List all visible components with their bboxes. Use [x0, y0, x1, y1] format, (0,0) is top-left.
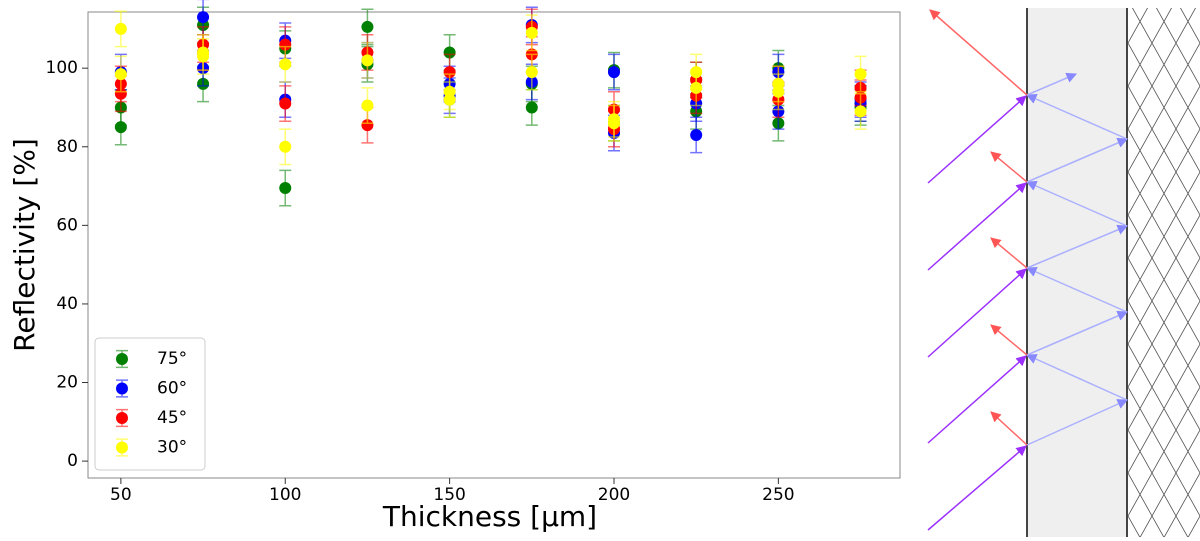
x-tick-label: 200: [598, 485, 630, 505]
y-tick-label: 20: [56, 373, 78, 393]
data-point: [690, 128, 703, 141]
x-axis-label: Thickness [µm]: [382, 500, 597, 533]
legend-label: 45°: [157, 408, 187, 428]
data-point: [361, 54, 374, 67]
data-point: [772, 85, 785, 98]
x-tick-label: 50: [110, 485, 132, 505]
series: [114, 8, 867, 148]
internal-rays: [1026, 72, 1128, 446]
series: [114, 0, 867, 154]
data-point: [443, 66, 456, 79]
y-tick-label: 60: [56, 215, 78, 235]
series: [114, 10, 867, 166]
data-point: [854, 68, 867, 81]
data-point: [279, 140, 292, 153]
data-point: [279, 97, 292, 110]
layer: [1027, 8, 1127, 537]
legend-label: 60°: [157, 379, 187, 399]
data-point: [361, 99, 374, 112]
data-point: [114, 68, 127, 81]
y-tick-label: 0: [67, 451, 78, 471]
data-point: [525, 66, 538, 79]
data-point: [279, 182, 292, 195]
y-tick-label: 100: [46, 58, 78, 78]
data-point: [525, 26, 538, 39]
data-point: [114, 87, 127, 100]
plot-frame: [87, 11, 901, 479]
data-point: [854, 105, 867, 118]
data-point: [197, 50, 210, 63]
data-point: [443, 46, 456, 59]
x-tick-label: 150: [433, 485, 465, 505]
data-point: [525, 101, 538, 114]
reflected-rays: [929, 9, 1028, 446]
legend-box: [94, 337, 206, 471]
data-point: [607, 113, 620, 126]
diagram: [927, 8, 1200, 537]
legend-marker: [116, 412, 128, 424]
legend-label: 30°: [157, 438, 187, 458]
legend-marker: [116, 353, 128, 365]
data-point: [690, 81, 703, 94]
y-tick-label: 80: [56, 137, 78, 157]
legend-marker: [116, 382, 128, 395]
y-axis-label: Reflectivity [%]: [8, 138, 41, 352]
legend-label: 75°: [157, 349, 187, 369]
data-point: [114, 121, 127, 134]
substrate: [1127, 8, 1200, 537]
data-point: [197, 11, 210, 24]
legend-marker: [116, 441, 128, 454]
data-point: [279, 38, 292, 51]
x-tick-label: 100: [269, 485, 301, 505]
y-tick-label: 40: [56, 294, 78, 314]
data-point: [279, 58, 292, 71]
incident-rays: [927, 95, 1027, 531]
series: [114, 6, 867, 207]
data-point: [361, 119, 374, 132]
data-point: [443, 93, 456, 106]
data-point: [114, 22, 127, 35]
data-point: [607, 66, 620, 79]
x-tick-label: 250: [762, 485, 794, 505]
data-point: [361, 20, 374, 33]
